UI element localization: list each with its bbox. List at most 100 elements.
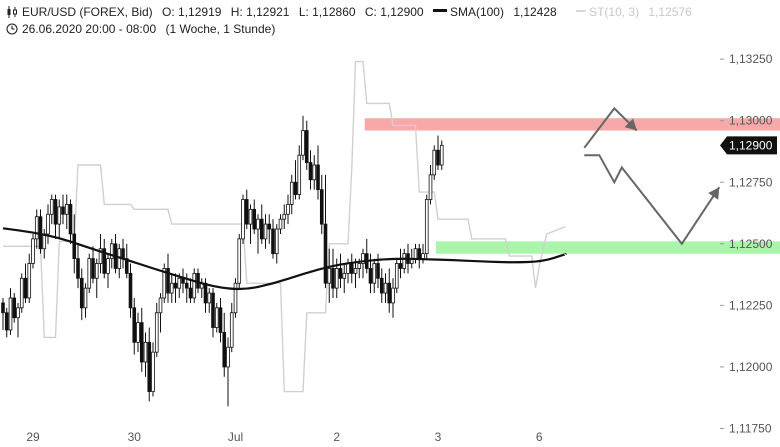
date-range: 26.06.2020 20:00 - 08:00 <box>22 22 157 36</box>
candle-body <box>304 130 309 163</box>
candle-body <box>83 287 88 309</box>
candle-body <box>124 258 129 274</box>
candle-body <box>1 302 5 314</box>
candle-body <box>353 268 358 274</box>
candle-body <box>72 233 77 259</box>
candle-body <box>229 312 234 348</box>
supertrend-layer <box>3 60 566 393</box>
candle-body <box>143 341 148 363</box>
candle-body <box>312 164 317 181</box>
candle-body <box>316 164 320 191</box>
candle-body <box>169 282 174 294</box>
candle-body <box>226 346 230 368</box>
high-value: H: 1,12921 <box>230 5 290 19</box>
candle-body <box>421 253 425 259</box>
candle-body <box>387 282 392 304</box>
candle-body <box>42 233 47 250</box>
candle-body <box>398 263 403 269</box>
candle-body <box>166 268 170 294</box>
candle-body <box>147 341 152 392</box>
candle-body <box>12 297 17 319</box>
candle-body <box>413 248 418 259</box>
candle-body <box>256 218 260 230</box>
price-axis: 1,13250 1,13000 1,12750 1,12500 1,12250 1,120… <box>720 52 773 436</box>
candle-body <box>53 199 58 225</box>
candle-body <box>271 228 275 255</box>
candle-body <box>252 208 257 230</box>
sma-line <box>2 227 567 291</box>
candle-body <box>394 263 399 289</box>
candle-body <box>211 292 215 328</box>
candle-body <box>79 277 84 309</box>
candle-body <box>184 282 189 289</box>
candle-body <box>323 223 328 284</box>
candle-body <box>346 263 350 274</box>
candle-body <box>203 282 208 304</box>
candle-body <box>233 282 238 314</box>
price-tick-label: 1,11750 <box>729 422 772 436</box>
candle-body <box>267 223 272 230</box>
candle-body <box>357 263 362 269</box>
symbol-label: EUR/USD (FOREX, Bid) <box>22 5 153 19</box>
candle-body <box>439 144 444 166</box>
sma-legend: SMA(100) 1,12428 <box>432 5 563 19</box>
candle-body <box>241 199 245 240</box>
candle-body <box>61 206 65 215</box>
time-tick-label: 2 <box>333 430 340 444</box>
candle-body <box>244 199 249 225</box>
time-tick-label: 30 <box>128 430 142 444</box>
candlestick-icon <box>7 6 17 18</box>
close-value: C: 1,12900 <box>364 5 424 19</box>
legend-line-1: EUR/USD (FOREX, Bid) O: 1,12919 H: 1,129… <box>6 5 704 19</box>
time-tick-label: 3 <box>435 430 442 444</box>
price-tick-label: 1,13000 <box>729 114 773 128</box>
candle-body <box>207 292 212 304</box>
price-tick-label: 1,13250 <box>729 52 773 66</box>
candle-body <box>327 268 332 284</box>
candle-body <box>57 206 62 225</box>
st-swatch-icon <box>576 10 587 12</box>
candle-body <box>214 307 219 328</box>
candle-body <box>27 263 32 299</box>
candle-body <box>19 277 24 309</box>
time-axis: 29 30 Jul 2 3 6 <box>26 430 543 444</box>
candle-body <box>338 268 343 279</box>
candle-body <box>237 238 242 284</box>
candle-body <box>331 268 335 289</box>
candle-body <box>259 218 264 240</box>
candle-body <box>102 248 107 274</box>
candle-body <box>4 312 9 331</box>
candle-body <box>391 287 395 304</box>
candle-body <box>64 204 69 215</box>
candle-body <box>188 287 193 299</box>
candle-body <box>289 181 294 205</box>
support-zone <box>436 241 780 254</box>
candle-body <box>46 213 50 235</box>
candle-body <box>297 154 302 195</box>
candle-body <box>162 268 167 299</box>
candle-body <box>76 258 80 279</box>
candle-body <box>151 351 155 392</box>
candle-body <box>308 162 313 181</box>
clock-icon <box>6 23 18 35</box>
candle-body <box>16 307 20 319</box>
price-tick-label: 1,12750 <box>729 175 773 189</box>
forecast-arrow-alt <box>584 154 721 246</box>
zones-layer <box>364 118 780 254</box>
candle-body <box>428 174 433 200</box>
candle-body <box>94 263 99 279</box>
candle-body <box>278 218 283 230</box>
candle-body <box>173 282 178 289</box>
candle-body <box>34 216 39 240</box>
st-value: 1,12576 <box>648 5 692 19</box>
candle-body <box>436 149 440 166</box>
supertrend-line <box>3 60 566 393</box>
candle-body <box>282 213 287 220</box>
low-value: L: 1,12860 <box>298 5 356 19</box>
candle-body <box>128 272 133 309</box>
candle-body <box>68 204 73 235</box>
candle-body <box>376 263 380 279</box>
candle-body <box>368 268 373 284</box>
candle-body <box>293 181 298 195</box>
